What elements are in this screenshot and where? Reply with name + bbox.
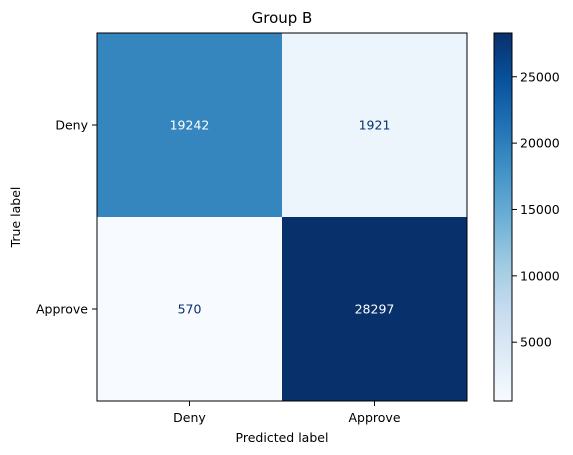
cell-value-labels: 19242 1921 570 28297 <box>170 118 395 317</box>
cell-value-label: 570 <box>178 302 202 317</box>
heatmap-cells <box>97 33 467 401</box>
heatmap-cell <box>97 217 282 401</box>
colorbar <box>493 32 513 402</box>
y-axis-ticks: Deny Approve <box>36 118 97 317</box>
colorbar-tick-label: 25000 <box>520 69 560 84</box>
chart-title: Group B <box>252 9 313 27</box>
colorbar-tick-label: 5000 <box>520 335 552 350</box>
heatmap-cell <box>282 217 467 401</box>
heatmap-cell <box>282 33 467 217</box>
cell-value-label: 1921 <box>359 118 391 133</box>
y-axis-label: True label <box>8 187 23 249</box>
cell-value-label: 28297 <box>355 302 395 317</box>
plot-frame <box>96 32 468 402</box>
cell-value-label: 19242 <box>170 118 210 133</box>
heatmap-cell <box>97 33 282 217</box>
colorbar-ticks: 5000 10000 15000 20000 25000 <box>512 69 560 350</box>
y-tick-label: Deny <box>55 118 88 133</box>
colorbar-tick-label: 20000 <box>520 136 560 151</box>
x-axis-ticks: Deny Approve <box>173 401 401 425</box>
colorbar-tick-label: 10000 <box>520 268 560 283</box>
y-tick-label: Approve <box>36 302 88 317</box>
x-tick-label: Approve <box>348 410 400 425</box>
x-tick-label: Deny <box>173 410 206 425</box>
colorbar-tick-label: 15000 <box>520 202 560 217</box>
x-axis-label: Predicted label <box>236 430 329 445</box>
